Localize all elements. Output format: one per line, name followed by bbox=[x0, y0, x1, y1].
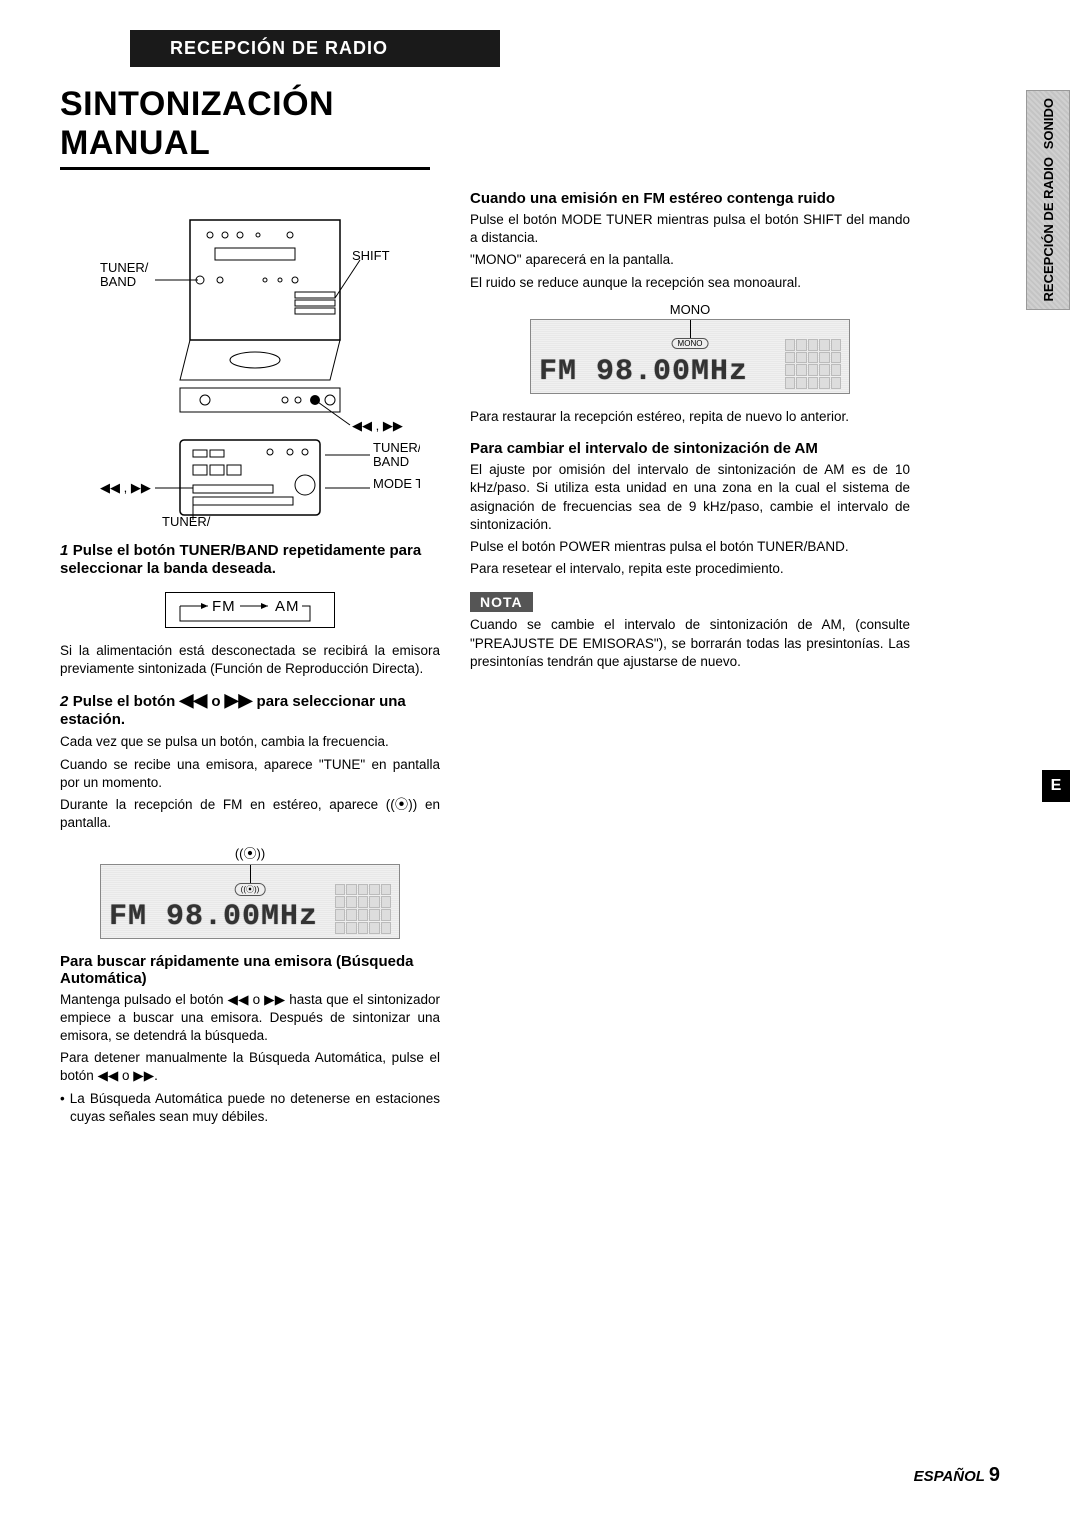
diagram-label-tuner-band-2: TUNER/ bbox=[373, 440, 420, 455]
page-footer: ESPAÑOL 9 bbox=[914, 1464, 1000, 1487]
display-panel-mono: MONO MONO FM 98.00MHz bbox=[530, 302, 850, 394]
svg-text:FM: FM bbox=[212, 598, 236, 615]
fm-am-cycle-box: FM AM bbox=[165, 592, 335, 628]
auto-search-heading: Para buscar rápidamente una emisora (Bús… bbox=[60, 953, 440, 987]
step-2-body-1: Cada vez que se pulsa un botón, cambia l… bbox=[60, 733, 440, 751]
side-tab-sonido: SONIDO bbox=[1041, 98, 1056, 149]
display-frequency-1: FM 98.00MHz bbox=[109, 900, 335, 934]
display-stereo-label: ((⦿)) bbox=[100, 843, 400, 862]
am-interval-body-1: El ajuste por omisión del intervalo de s… bbox=[470, 461, 910, 534]
device-diagram: TUNER/ BAND SHIFT ◀◀ , ▶▶ TUNER/ BAND MO… bbox=[80, 210, 420, 530]
step-2-title: Pulse el botón ◀◀ o ▶▶ para seleccionar … bbox=[60, 693, 406, 728]
fm-noise-body-1: Pulse el botón MODE TUNER mientras pulsa… bbox=[470, 211, 910, 247]
svg-text:BAND: BAND bbox=[373, 454, 409, 469]
section-header: RECEPCIÓN DE RADIO bbox=[130, 30, 500, 67]
step-2-body-3: Durante la recepción de FM en estéreo, a… bbox=[60, 796, 440, 832]
display-frequency-2: FM 98.00MHz bbox=[539, 355, 785, 389]
page-title: SINTONIZACIÓN MANUAL bbox=[60, 85, 430, 170]
fm-noise-heading: Cuando una emisión en FM estéreo conteng… bbox=[470, 190, 910, 207]
step-2-body-2: Cuando se recibe una emisora, aparece "T… bbox=[60, 756, 440, 792]
svg-text:BAND: BAND bbox=[100, 274, 136, 289]
preset-grid-icon bbox=[335, 884, 391, 934]
mono-badge: MONO bbox=[672, 338, 709, 349]
step-2-number: 2 bbox=[60, 693, 68, 710]
svg-text:BAND: BAND bbox=[162, 528, 198, 530]
am-interval-body-2: Pulse el botón POWER mientras pulsa el b… bbox=[470, 538, 910, 556]
nota-body: Cuando se cambie el intervalo de sintoni… bbox=[470, 616, 910, 671]
diagram-label-tuner-band-3: TUNER/ bbox=[162, 514, 211, 529]
svg-text:AM: AM bbox=[275, 598, 300, 615]
diagram-label-tuner-band-1: TUNER/ bbox=[100, 260, 149, 275]
diagram-label-shift: SHIFT bbox=[352, 248, 390, 263]
restore-stereo-text: Para restaurar la recepción estéreo, rep… bbox=[470, 408, 910, 426]
diagram-label-mode-tuner: MODE TUNER bbox=[373, 476, 420, 491]
fm-am-arrows-icon: FM AM bbox=[170, 595, 330, 625]
fm-noise-body-3: El ruido se reduce aunque la recepción s… bbox=[470, 274, 910, 292]
step-1-title: Pulse el botón TUNER/BAND repetidamente … bbox=[60, 542, 421, 577]
language-tab: E bbox=[1042, 770, 1070, 802]
am-interval-heading: Para cambiar el intervalo de sintonizaci… bbox=[470, 440, 910, 457]
content-columns: TUNER/ BAND SHIFT ◀◀ , ▶▶ TUNER/ BAND MO… bbox=[60, 190, 1020, 1126]
diagram-label-arrows-2: ◀◀ , ▶▶ bbox=[100, 480, 151, 495]
auto-search-body-1: Mantenga pulsado el botón ◀◀ o ▶▶ hasta … bbox=[60, 991, 440, 1046]
display-panel-stereo: ((⦿)) ((⦿)) FM 98.00MHz bbox=[100, 843, 400, 939]
side-tab: SONIDO RECEPCIÓN DE RADIO bbox=[1026, 90, 1070, 310]
step-1: 1 Pulse el botón TUNER/BAND repetidament… bbox=[60, 542, 440, 578]
side-tab-recepcion: RECEPCIÓN DE RADIO bbox=[1041, 157, 1056, 301]
right-column: Cuando una emisión en FM estéreo conteng… bbox=[470, 190, 910, 1126]
stereo-badge: ((⦿)) bbox=[235, 883, 266, 896]
forward-icon: ▶▶ bbox=[225, 690, 253, 710]
diagram-label-arrows-1: ◀◀ , ▶▶ bbox=[352, 418, 403, 433]
fm-noise-body-2: "MONO" aparecerá en la pantalla. bbox=[470, 251, 910, 269]
footer-page-number: 9 bbox=[989, 1464, 1000, 1486]
display-mono-label: MONO bbox=[530, 302, 850, 317]
step-2: 2 Pulse el botón ◀◀ o ▶▶ para selecciona… bbox=[60, 690, 440, 729]
rewind-icon: ◀◀ bbox=[179, 690, 207, 710]
nota-badge: NOTA bbox=[470, 592, 533, 612]
footer-language: ESPAÑOL bbox=[914, 1468, 985, 1485]
step-1-number: 1 bbox=[60, 542, 68, 559]
auto-search-body-2: Para detener manualmente la Búsqueda Aut… bbox=[60, 1049, 440, 1085]
am-interval-body-3: Para resetear el intervalo, repita este … bbox=[470, 560, 910, 578]
auto-search-bullet: • La Búsqueda Automática puede no detene… bbox=[60, 1090, 440, 1126]
step-1-body: Si la alimentación está desconectada se … bbox=[60, 642, 440, 678]
left-column: TUNER/ BAND SHIFT ◀◀ , ▶▶ TUNER/ BAND MO… bbox=[60, 190, 440, 1126]
preset-grid-icon-2 bbox=[785, 339, 841, 389]
